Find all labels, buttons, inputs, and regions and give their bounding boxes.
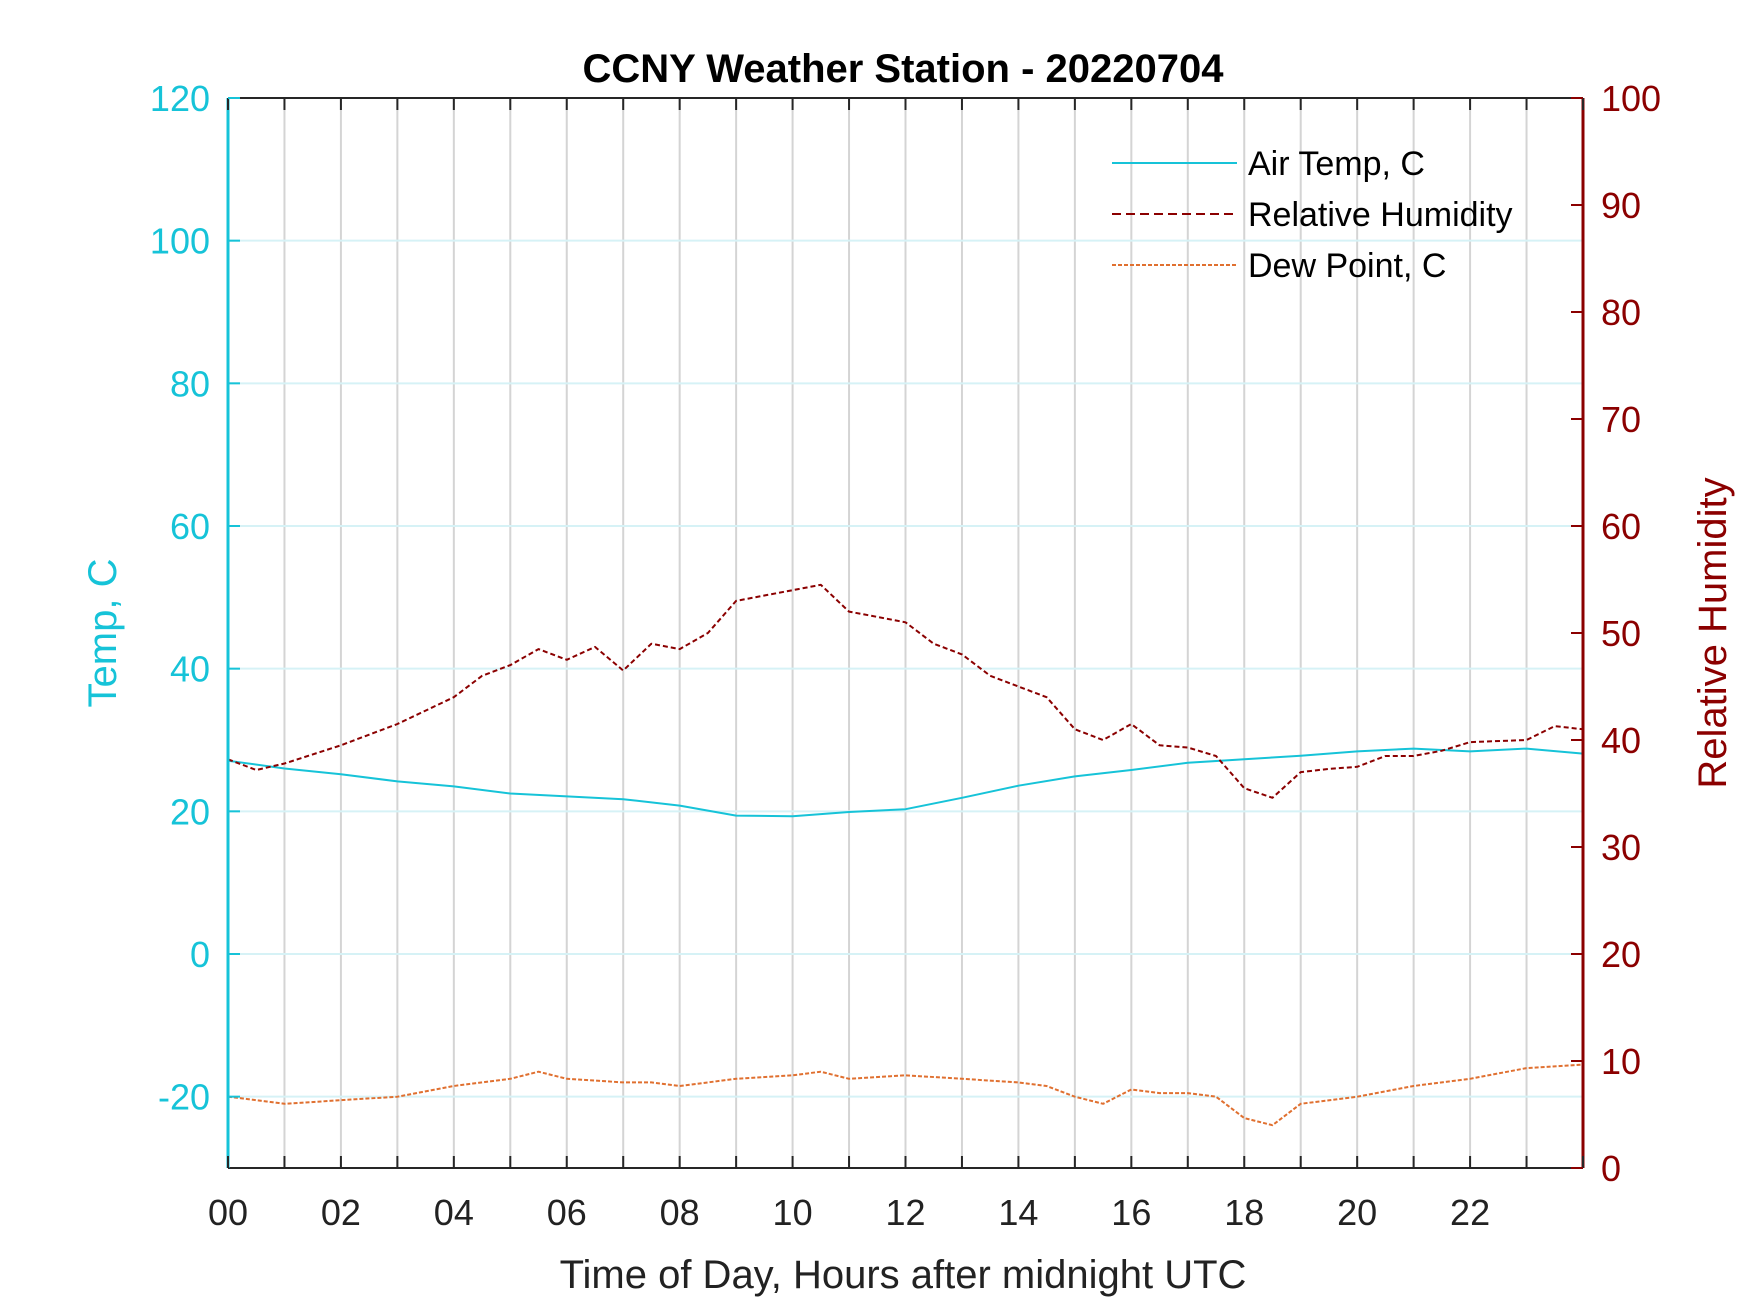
y-tick-right-label: 0 bbox=[1601, 1148, 1621, 1189]
y-tick-right-label: 50 bbox=[1601, 613, 1641, 654]
y-tick-right-label: 90 bbox=[1601, 185, 1641, 226]
y-tick-right-label: 60 bbox=[1601, 506, 1641, 547]
x-tick-label: 22 bbox=[1450, 1192, 1490, 1233]
y-tick-left-label: 80 bbox=[170, 363, 210, 404]
legend-label-1: Relative Humidity bbox=[1248, 196, 1513, 234]
y-tick-left-label: 100 bbox=[150, 221, 210, 262]
y-tick-left-label: 20 bbox=[170, 791, 210, 832]
y-tick-left-label: 40 bbox=[170, 649, 210, 690]
y-tick-right-label: 80 bbox=[1601, 292, 1641, 333]
chart-title: CCNY Weather Station - 20220704 bbox=[583, 47, 1225, 91]
y-tick-left-label: 60 bbox=[170, 506, 210, 547]
y-axis-left-label: Temp, C bbox=[81, 559, 125, 708]
x-tick-label: 08 bbox=[660, 1192, 700, 1233]
x-tick-label: 04 bbox=[434, 1192, 474, 1233]
legend-label-2: Dew Point, C bbox=[1248, 247, 1446, 285]
x-tick-label: 16 bbox=[1111, 1192, 1151, 1233]
y-axis-right-label: Relative Humidity bbox=[1691, 477, 1735, 788]
x-tick-label: 18 bbox=[1224, 1192, 1264, 1233]
legend-label-0: Air Temp, C bbox=[1248, 145, 1425, 183]
legend: Air Temp, C Relative Humidity Dew Point, C bbox=[1112, 145, 1513, 285]
y-tick-right-label: 10 bbox=[1601, 1041, 1641, 1082]
y-tick-left-label: 120 bbox=[150, 78, 210, 119]
x-tick-label: 02 bbox=[321, 1192, 361, 1233]
x-tick-label: 12 bbox=[885, 1192, 925, 1233]
y-tick-right-label: 40 bbox=[1601, 720, 1641, 761]
y-tick-right-label: 70 bbox=[1601, 399, 1641, 440]
x-tick-label: 06 bbox=[547, 1192, 587, 1233]
series-line-1 bbox=[227, 583, 1584, 799]
grid-lines bbox=[228, 98, 1583, 1168]
x-tick-label: 20 bbox=[1337, 1192, 1377, 1233]
y-tick-left-label: 0 bbox=[190, 934, 210, 975]
series-line-0 bbox=[227, 747, 1584, 818]
series-line-2 bbox=[227, 1063, 1584, 1127]
x-axis-label: Time of Day, Hours after midnight UTC bbox=[560, 1253, 1247, 1297]
y-tick-right-label: 100 bbox=[1601, 78, 1661, 119]
axes: 00 02 04 06 08 10 12 14 16 18 20 22-200204060801001… bbox=[150, 78, 1661, 1233]
y-tick-right-label: 20 bbox=[1601, 934, 1641, 975]
y-tick-right-label: 30 bbox=[1601, 827, 1641, 868]
x-tick-label: 14 bbox=[998, 1192, 1038, 1233]
series-lines bbox=[227, 583, 1584, 1127]
x-tick-label: 10 bbox=[773, 1192, 813, 1233]
y-tick-left-label: -20 bbox=[158, 1077, 210, 1118]
x-tick-label: 00 bbox=[208, 1192, 248, 1233]
